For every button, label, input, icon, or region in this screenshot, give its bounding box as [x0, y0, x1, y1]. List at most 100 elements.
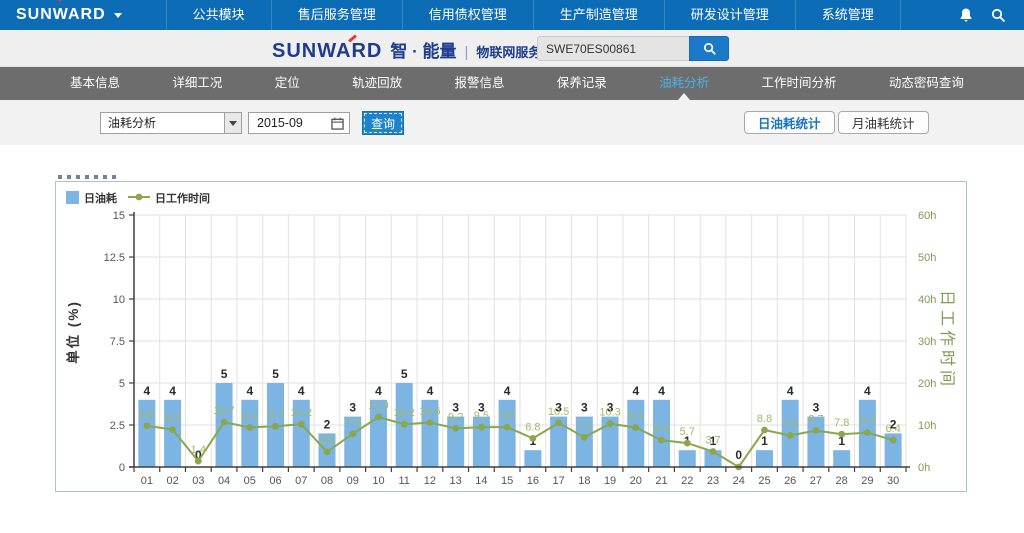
bar-value-label: 3 — [607, 401, 614, 415]
line-value-label: 10.6 — [419, 406, 440, 418]
x-axis-label: 09 — [347, 475, 359, 487]
tab-4[interactable]: 报警信息 — [454, 76, 505, 90]
tab-8[interactable]: 动态密码查询 — [888, 76, 964, 90]
bar — [833, 450, 851, 467]
bar-value-label: 2 — [324, 417, 331, 431]
left-axis-tick: 10 — [113, 294, 125, 306]
bar — [807, 416, 825, 467]
line-value-label: 10.5 — [548, 406, 569, 418]
left-axis-tick: 12.5 — [104, 252, 125, 264]
line-point — [246, 424, 254, 431]
x-axis-label: 23 — [707, 475, 719, 487]
navbar-logo[interactable]: SUNWARD — [0, 0, 136, 24]
tab-5[interactable]: 保养记录 — [556, 76, 607, 90]
x-axis-label: 16 — [527, 475, 539, 487]
line-value-label: 8.8 — [757, 413, 772, 425]
bar — [550, 416, 568, 467]
bar-value-label: 1 — [761, 434, 768, 448]
select-dropdown-button[interactable] — [224, 113, 241, 133]
x-axis-label: 13 — [450, 475, 462, 487]
line-value-label: 6.4 — [654, 423, 669, 435]
x-axis-label: 18 — [578, 475, 590, 487]
tab-7[interactable]: 工作时间分析 — [761, 76, 837, 90]
x-axis-label: 02 — [166, 475, 178, 487]
line-value-label: 9.5 — [474, 410, 489, 422]
legend-line-label[interactable]: 日工作时间 — [155, 191, 210, 205]
query-button[interactable]: 查询 — [362, 111, 404, 135]
line-point — [709, 448, 717, 455]
x-axis-label: 22 — [681, 475, 693, 487]
nav-item-5[interactable]: 系统管理 — [794, 0, 901, 30]
line-value-label: 7.9 — [345, 417, 360, 429]
line-point — [323, 448, 331, 456]
nav-item-1[interactable]: 售后服务管理 — [270, 0, 402, 30]
line-point — [426, 419, 434, 426]
tab-3[interactable]: 轨迹回放 — [352, 76, 403, 90]
device-search-button[interactable] — [689, 36, 729, 61]
line-point — [169, 426, 176, 433]
bar-value-label: 4 — [427, 384, 434, 398]
bar-value-label: 3 — [813, 401, 820, 415]
line-point — [555, 419, 562, 427]
line-value-label: 9.4 — [628, 411, 643, 423]
legend-bar-label[interactable]: 日油耗 — [84, 191, 117, 205]
tab-2[interactable]: 定位 — [274, 76, 300, 90]
logo-red-accent — [58, 0, 65, 3]
brand-block: SUNWARD 智 · 能量 | 物联网服务平台 — [272, 34, 567, 63]
chevron-down-icon — [113, 12, 122, 18]
bar-value-label: 0 — [195, 448, 202, 462]
bar — [884, 433, 902, 467]
navbar-menu: 公共模块 售后服务管理 信用债权管理 生产制造管理 研发设计管理 系统管理 — [165, 0, 901, 30]
navbar-icons — [958, 7, 1024, 23]
line-point — [503, 423, 511, 431]
top-navbar: SUNWARD 公共模块 售后服务管理 信用债权管理 生产制造管理 研发设计管理 系统管理 — [0, 0, 1024, 30]
nav-item-4[interactable]: 研发设计管理 — [663, 0, 795, 30]
bar-value-label: 4 — [658, 384, 665, 398]
left-axis-tick: 5 — [119, 378, 125, 390]
bar — [575, 416, 593, 467]
tab-1[interactable]: 详细工况 — [172, 76, 223, 90]
daily-fuel-stat-button[interactable]: 日油耗统计 — [744, 111, 835, 134]
right-axis-tick: 20h — [918, 378, 936, 390]
bar-value-label: 3 — [555, 401, 562, 415]
line-value-label: 9.7 — [268, 409, 283, 421]
monthly-fuel-stat-button[interactable]: 月油耗统计 — [838, 111, 929, 134]
nav-item-3[interactable]: 生产制造管理 — [532, 0, 664, 30]
line-point — [272, 422, 279, 430]
x-axis-label: 14 — [475, 475, 487, 487]
bar — [447, 416, 465, 467]
nav-item-0[interactable]: 公共模块 — [165, 0, 271, 30]
bar-value-label: 5 — [221, 367, 228, 381]
left-axis-tick: 15 — [113, 210, 125, 222]
line-point — [220, 418, 228, 426]
tab-0[interactable]: 基本信息 — [70, 76, 121, 90]
line-value-label: 8.7 — [808, 414, 823, 426]
nav-item-2[interactable]: 信用债权管理 — [401, 0, 533, 30]
x-axis-label: 11 — [398, 475, 409, 487]
tab-6[interactable]: 油耗分析 — [659, 67, 709, 100]
bar — [627, 399, 645, 467]
bell-icon[interactable] — [958, 7, 974, 23]
bar-value-label: 5 — [272, 367, 279, 381]
line-point — [606, 420, 614, 428]
x-axis-label: 04 — [218, 475, 230, 487]
search-icon[interactable] — [990, 7, 1006, 23]
line-value-label: 9.2 — [448, 411, 463, 423]
month-picker[interactable]: 2015-09 — [248, 112, 350, 134]
right-axis-tick: 40h — [918, 294, 936, 306]
line-value-label: 8.9 — [165, 413, 180, 425]
line-value-label: 6.8 — [525, 421, 540, 433]
legend-bar-swatch[interactable] — [66, 191, 79, 204]
line-value-label: 3.6 — [319, 435, 334, 447]
bar-value-label: 4 — [632, 384, 639, 398]
line-point — [452, 425, 460, 432]
device-search-input[interactable] — [537, 36, 689, 61]
bar-value-label: 2 — [890, 417, 897, 431]
line-value-label: 7.8 — [834, 417, 849, 429]
left-axis-tick: 0 — [119, 462, 125, 474]
analysis-type-select[interactable]: 油耗分析 — [100, 112, 242, 134]
line-point — [400, 420, 408, 428]
legend-line-marker[interactable] — [135, 193, 143, 201]
line-point — [786, 432, 794, 439]
